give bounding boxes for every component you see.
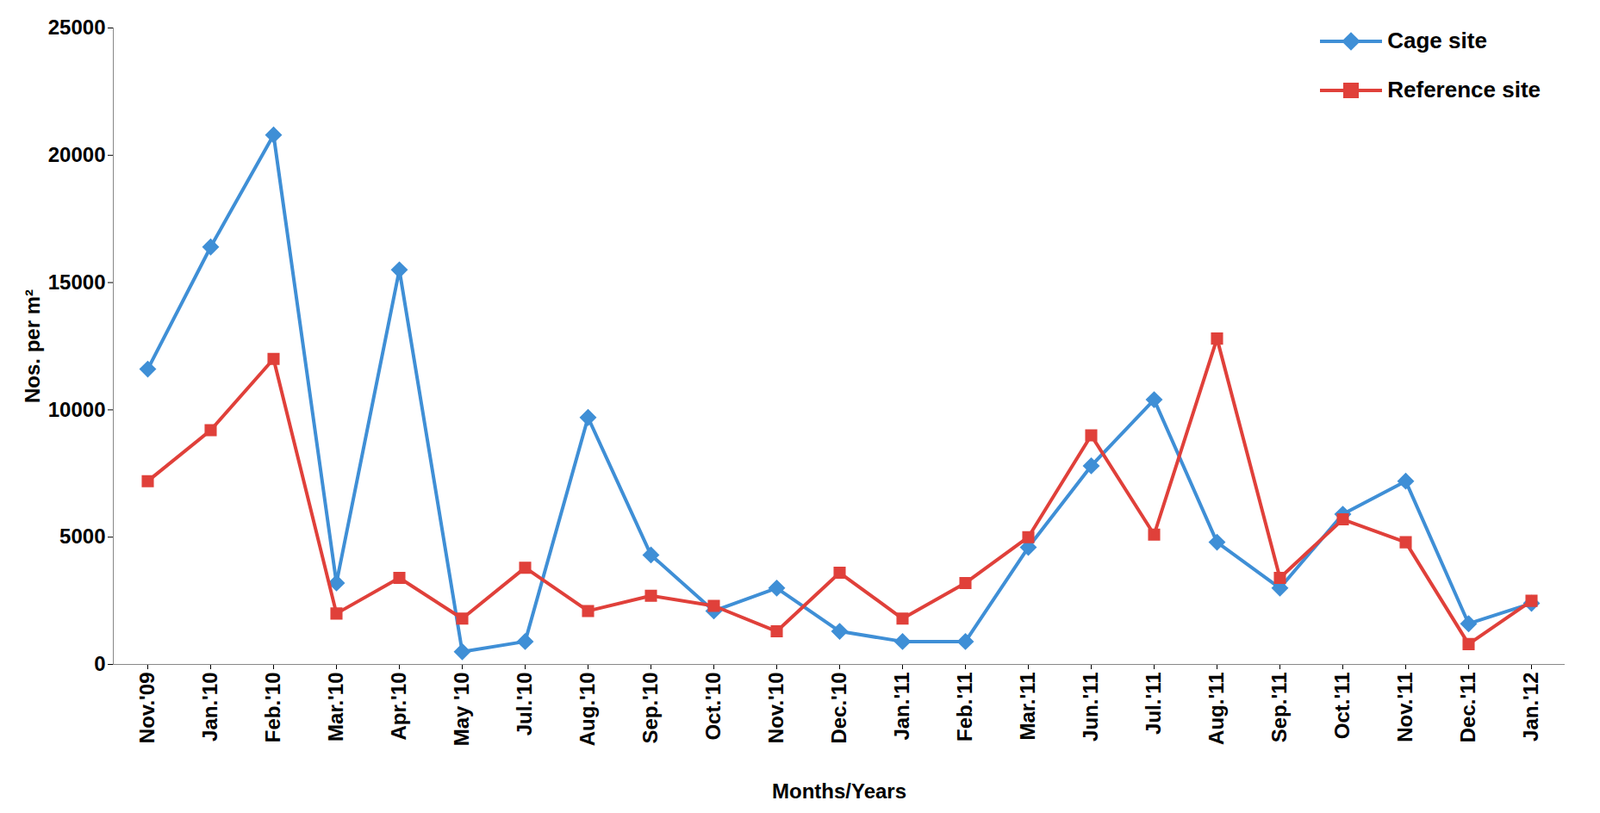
svg-text:Mar.'11: Mar.'11 bbox=[1015, 672, 1040, 741]
svg-text:Oct.'10: Oct.'10 bbox=[701, 672, 725, 741]
svg-text:15000: 15000 bbox=[48, 270, 106, 294]
svg-text:Apr.'10: Apr.'10 bbox=[386, 672, 411, 741]
svg-text:Aug.'11: Aug.'11 bbox=[1204, 672, 1228, 746]
svg-text:Mar.'10: Mar.'10 bbox=[323, 672, 348, 742]
svg-text:10000: 10000 bbox=[48, 398, 106, 422]
html-text:Cage site: Cage site bbox=[1387, 27, 1487, 54]
svg-text:Jan.'11: Jan.'11 bbox=[890, 672, 914, 741]
svg-text:Jan.'10: Jan.'10 bbox=[198, 672, 222, 742]
svg-text:Sep.'11: Sep.'11 bbox=[1267, 672, 1291, 744]
svg-text:Aug.'10: Aug.'10 bbox=[575, 672, 599, 748]
svg-text:20000: 20000 bbox=[48, 143, 106, 167]
svg-text:Nov.'09: Nov.'09 bbox=[135, 672, 159, 745]
svg-text:Sep.'10: Sep.'10 bbox=[638, 672, 662, 745]
svg-text:Months/Years: Months/Years bbox=[771, 779, 907, 804]
svg-text:Oct.'11: Oct.'11 bbox=[1330, 672, 1354, 741]
svg-text:Jul.'11: Jul.'11 bbox=[1141, 672, 1165, 735]
svg-text:Dec.'11: Dec.'11 bbox=[1456, 672, 1480, 744]
svg-text:Feb.'11: Feb.'11 bbox=[952, 672, 977, 742]
svg-text:Nov.'11: Nov.'11 bbox=[1393, 672, 1417, 743]
svg-text:Jul.'10: Jul.'10 bbox=[512, 672, 536, 737]
svg-text:May '10: May '10 bbox=[449, 672, 474, 748]
svg-text:Nov.'10: Nov.'10 bbox=[764, 672, 788, 745]
svg-text:Nos. per m²: Nos. per m² bbox=[20, 289, 44, 404]
html-text:Reference site: Reference site bbox=[1387, 76, 1541, 103]
svg-text:Feb.'10: Feb.'10 bbox=[261, 672, 285, 744]
svg-text:25000: 25000 bbox=[48, 15, 106, 39]
svg-text:5000: 5000 bbox=[59, 524, 106, 548]
svg-text:Jan.'12: Jan.'12 bbox=[1519, 672, 1543, 742]
svg-text:0: 0 bbox=[93, 652, 106, 676]
svg-text:Dec.'10: Dec.'10 bbox=[827, 672, 851, 745]
svg-text:Jun.'11: Jun.'11 bbox=[1078, 672, 1102, 742]
